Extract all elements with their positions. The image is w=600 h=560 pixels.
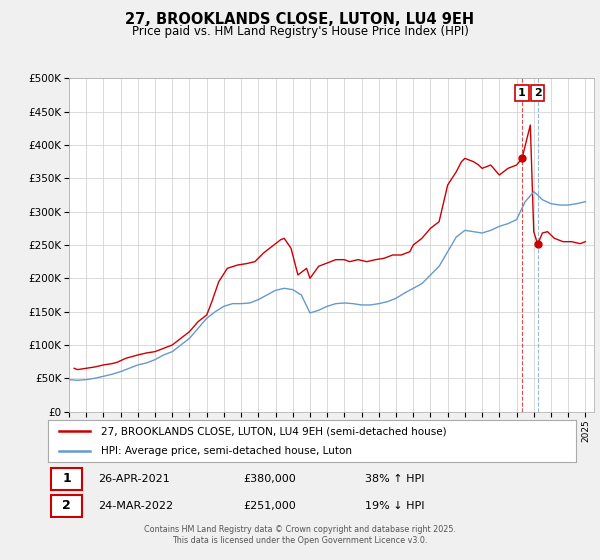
- Text: 27, BROOKLANDS CLOSE, LUTON, LU4 9EH (semi-detached house): 27, BROOKLANDS CLOSE, LUTON, LU4 9EH (se…: [101, 426, 446, 436]
- Text: 2: 2: [534, 88, 542, 98]
- Text: 27, BROOKLANDS CLOSE, LUTON, LU4 9EH: 27, BROOKLANDS CLOSE, LUTON, LU4 9EH: [125, 12, 475, 27]
- Text: £380,000: £380,000: [244, 474, 296, 484]
- Text: Price paid vs. HM Land Registry's House Price Index (HPI): Price paid vs. HM Land Registry's House …: [131, 25, 469, 38]
- Text: Contains HM Land Registry data © Crown copyright and database right 2025.
This d: Contains HM Land Registry data © Crown c…: [144, 525, 456, 545]
- Text: 1: 1: [518, 88, 526, 98]
- FancyBboxPatch shape: [50, 468, 82, 489]
- FancyBboxPatch shape: [50, 495, 82, 517]
- Text: 24-MAR-2022: 24-MAR-2022: [98, 501, 173, 511]
- Text: 19% ↓ HPI: 19% ↓ HPI: [365, 501, 424, 511]
- Text: 26-APR-2021: 26-APR-2021: [98, 474, 170, 484]
- Text: 2: 2: [62, 500, 71, 512]
- Text: HPI: Average price, semi-detached house, Luton: HPI: Average price, semi-detached house,…: [101, 446, 352, 456]
- Text: 38% ↑ HPI: 38% ↑ HPI: [365, 474, 424, 484]
- Text: 1: 1: [62, 472, 71, 485]
- Text: £251,000: £251,000: [244, 501, 296, 511]
